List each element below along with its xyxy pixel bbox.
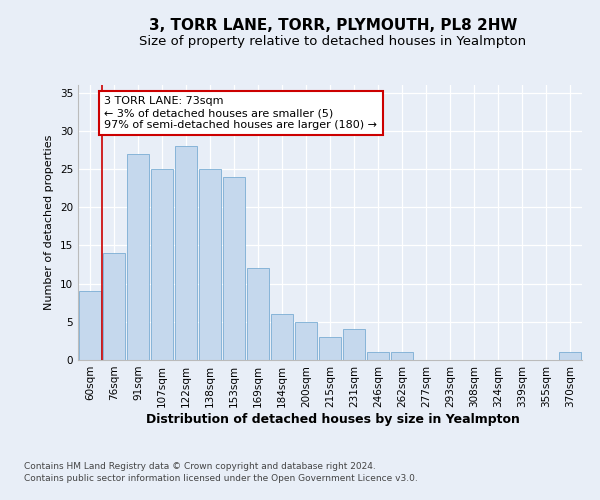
Bar <box>295 322 317 360</box>
Bar <box>343 330 365 360</box>
Bar <box>127 154 149 360</box>
Text: Distribution of detached houses by size in Yealmpton: Distribution of detached houses by size … <box>146 412 520 426</box>
Text: Contains public sector information licensed under the Open Government Licence v3: Contains public sector information licen… <box>24 474 418 483</box>
Bar <box>223 176 245 360</box>
Bar <box>559 352 581 360</box>
Text: 3 TORR LANE: 73sqm
← 3% of detached houses are smaller (5)
97% of semi-detached : 3 TORR LANE: 73sqm ← 3% of detached hous… <box>104 96 377 130</box>
Text: Size of property relative to detached houses in Yealmpton: Size of property relative to detached ho… <box>139 35 527 48</box>
Bar <box>151 169 173 360</box>
Text: Contains HM Land Registry data © Crown copyright and database right 2024.: Contains HM Land Registry data © Crown c… <box>24 462 376 471</box>
Text: 3, TORR LANE, TORR, PLYMOUTH, PL8 2HW: 3, TORR LANE, TORR, PLYMOUTH, PL8 2HW <box>149 18 517 32</box>
Bar <box>103 253 125 360</box>
Bar <box>247 268 269 360</box>
Bar <box>199 169 221 360</box>
Bar <box>271 314 293 360</box>
Bar <box>391 352 413 360</box>
Bar <box>319 337 341 360</box>
Y-axis label: Number of detached properties: Number of detached properties <box>44 135 55 310</box>
Bar <box>79 291 101 360</box>
Bar <box>175 146 197 360</box>
Bar <box>367 352 389 360</box>
